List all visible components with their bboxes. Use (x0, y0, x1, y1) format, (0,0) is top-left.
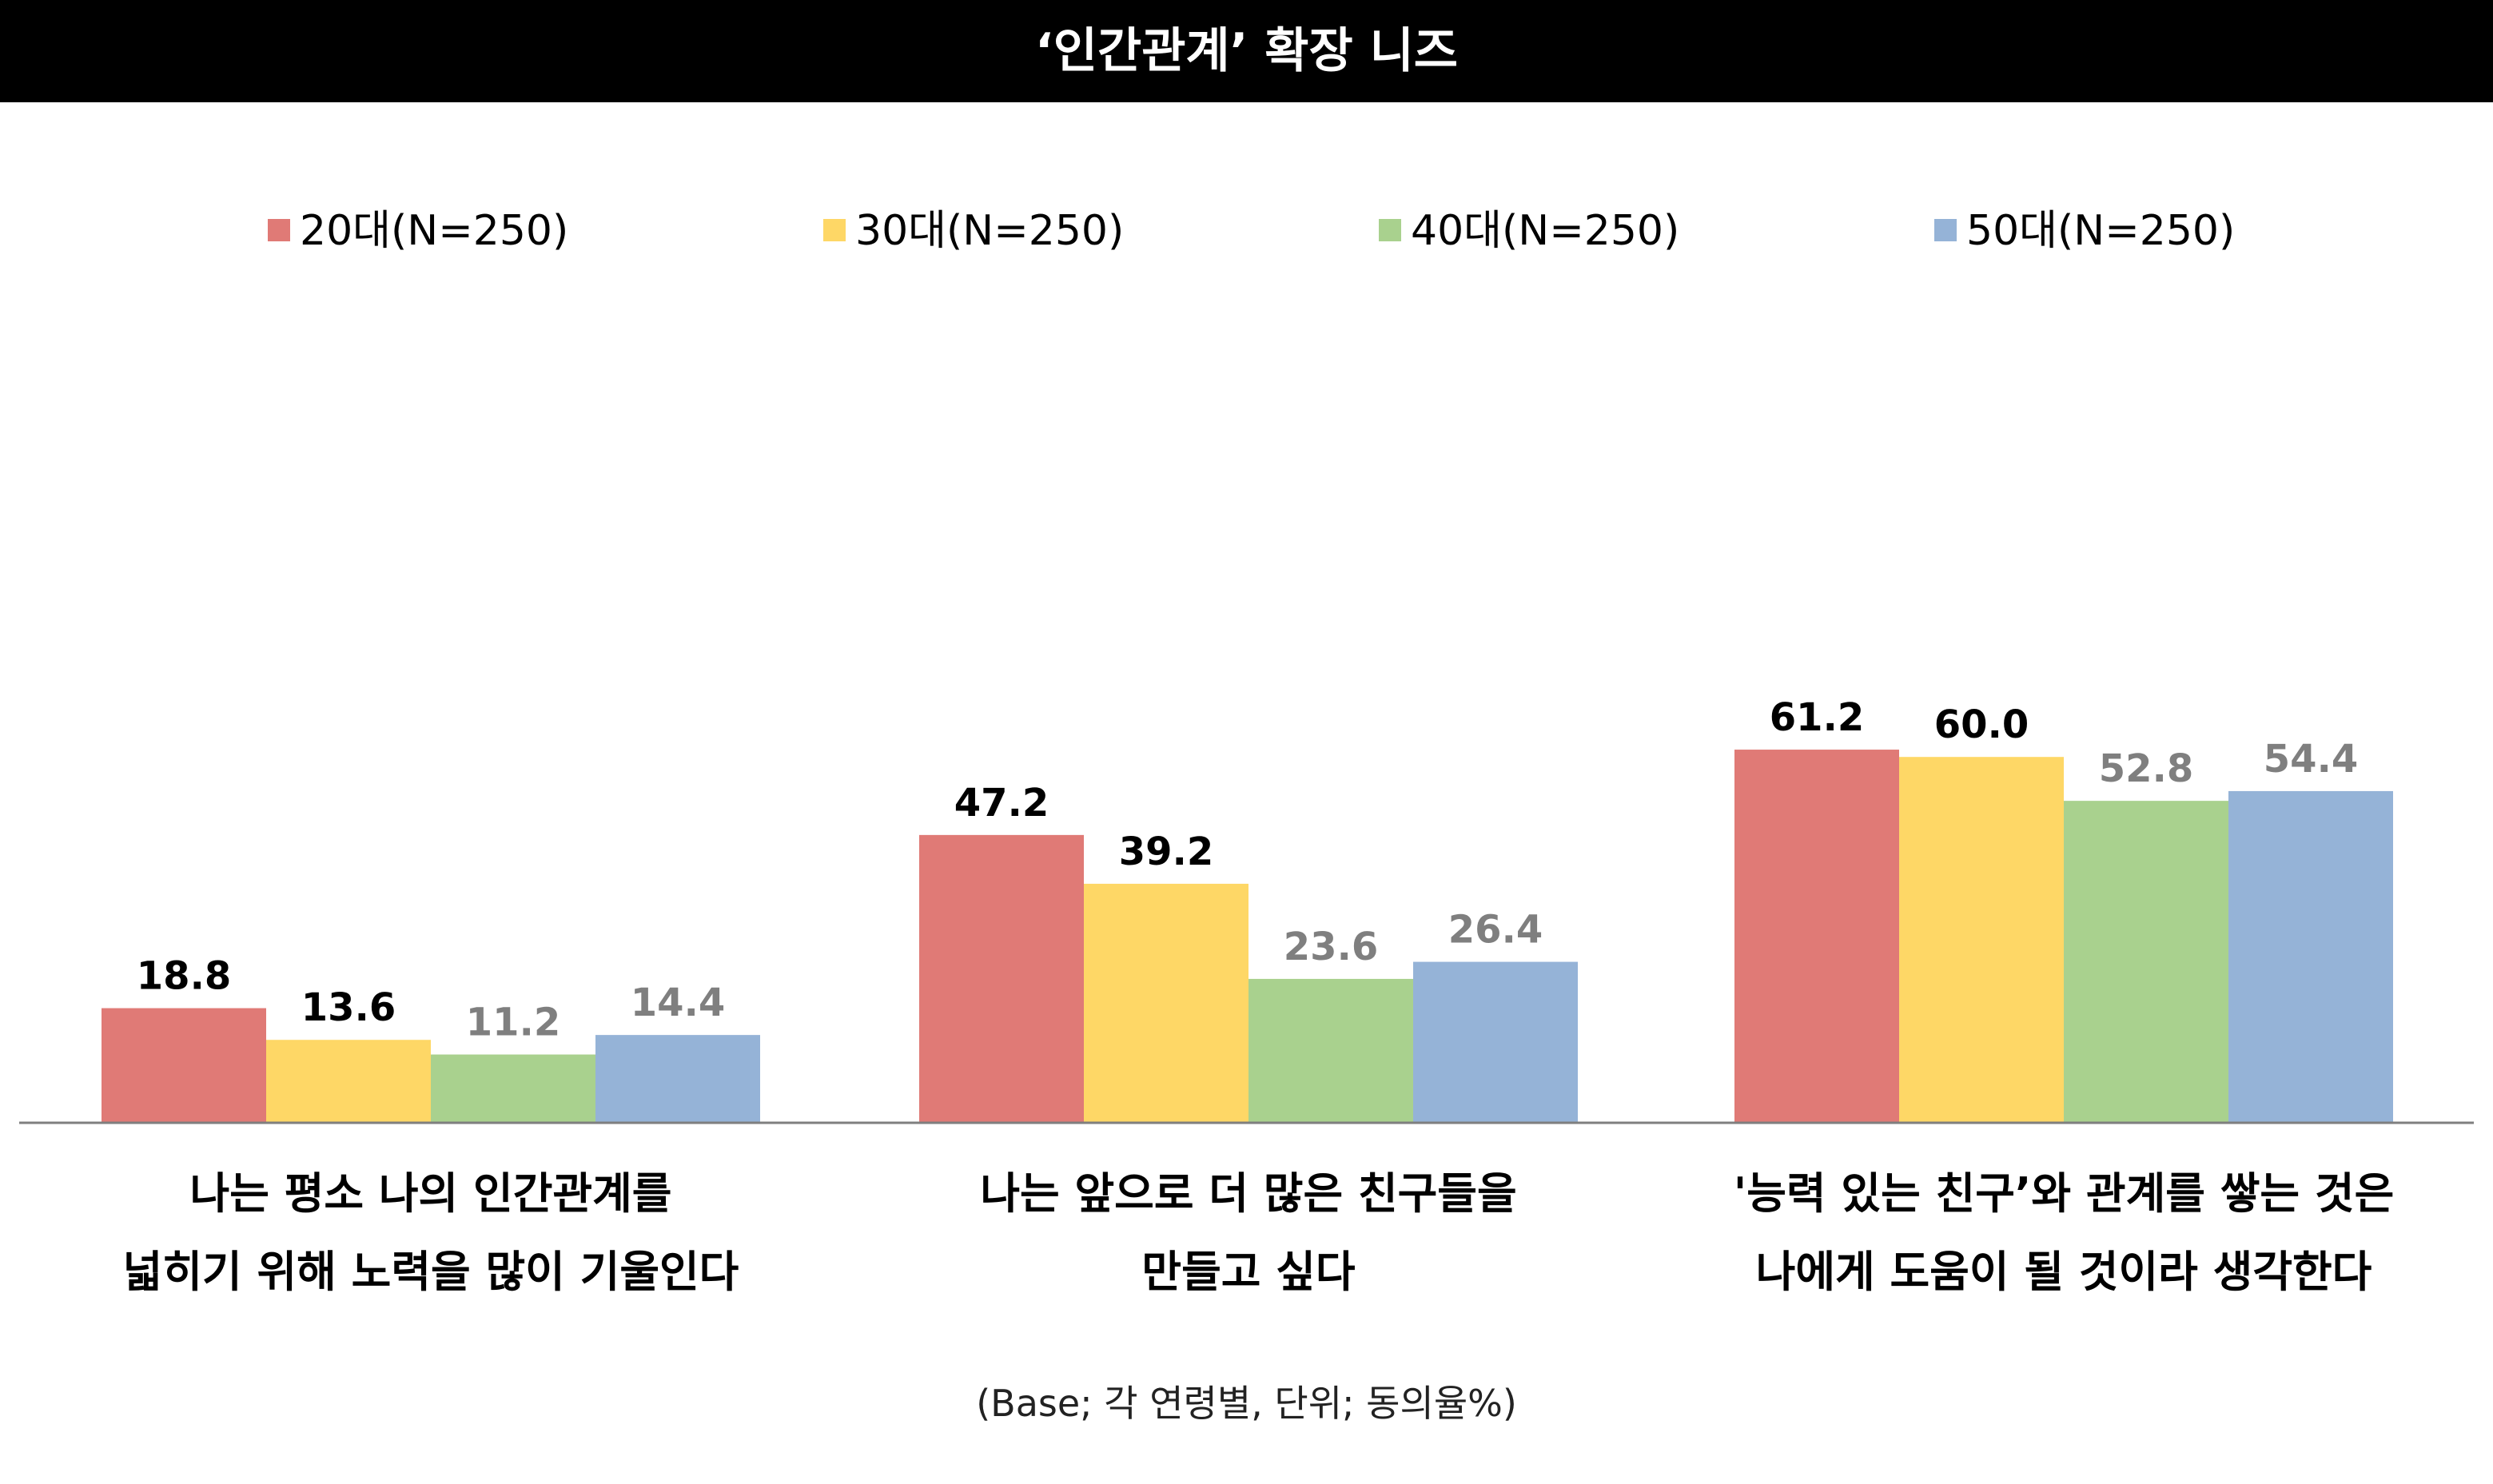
legend-swatch-2 (823, 219, 846, 241)
value-label-3-2: 60.0 (1934, 702, 2029, 747)
category-label-1-line-2: 넓히기 위해 노력을 많이 기울인다 (123, 1247, 739, 1297)
legend-label-3: 40대(N=250) (1411, 207, 1679, 255)
category-label-2-line-2: 만들고 싶다 (1141, 1247, 1356, 1297)
value-label-2-1: 47.2 (954, 781, 1049, 826)
value-label-2-2: 39.2 (1119, 830, 1213, 874)
title-bar (0, 0, 2493, 102)
legend-swatch-3 (1379, 219, 1401, 241)
category-label-3-line-2: 나에게 도움이 될 것이라 생각한다 (1756, 1247, 2372, 1297)
legend-label-1: 20대(N=250) (300, 207, 568, 255)
value-label-3-1: 61.2 (1770, 695, 1864, 740)
bar-1-3 (431, 1054, 595, 1123)
value-label-2-3: 23.6 (1284, 925, 1378, 969)
bar-2-2 (1084, 883, 1248, 1123)
bars (102, 750, 2393, 1123)
value-label-1-3: 11.2 (466, 1001, 560, 1045)
bar-1-4 (595, 1035, 760, 1123)
value-label-1-2: 13.6 (301, 985, 396, 1030)
bar-1-1 (102, 1008, 266, 1123)
legend-label-4: 50대(N=250) (1966, 207, 2235, 255)
legend-label-2: 30대(N=250) (855, 207, 1124, 255)
bar-3-1 (1734, 750, 1899, 1123)
legend-swatch-4 (1934, 219, 1957, 241)
legend-swatch-1 (268, 219, 290, 241)
value-label-1-1: 18.8 (137, 954, 231, 999)
chart-title: ‘인간관계’ 확장 니즈 (1035, 23, 1458, 79)
value-label-2-4: 26.4 (1448, 908, 1543, 953)
bar-2-3 (1248, 978, 1413, 1123)
legend: 20대(N=250) 30대(N=250) 40대(N=250) 50대(N=250) (268, 207, 2235, 255)
category-label-2-line-1: 나는 앞으로 더 많은 친구들을 (980, 1168, 1516, 1219)
value-labels: 18.8 13.6 11.2 14.4 47.2 39.2 23.6 26.4 61.2 60.0… (137, 695, 2358, 1044)
bar-2-4 (1413, 961, 1578, 1123)
bar-3-4 (2228, 790, 2393, 1123)
category-label-1-line-1: 나는 평소 나의 인간관계를 (190, 1168, 672, 1219)
bar-2-1 (919, 834, 1084, 1123)
value-label-3-4: 54.4 (2264, 737, 2358, 782)
bar-3-3 (2064, 801, 2228, 1123)
category-label-3-line-1: '능력 있는 친구’와 관계를 쌓는 것은 (1734, 1168, 2395, 1219)
base-footnote: (Base; 각 연령별, 단위; 동의율%) (976, 1382, 1517, 1425)
bar-1-2 (266, 1040, 431, 1123)
bar-3-2 (1899, 757, 2064, 1123)
value-label-3-3: 52.8 (2099, 746, 2193, 791)
value-label-1-4: 14.4 (631, 981, 725, 1025)
